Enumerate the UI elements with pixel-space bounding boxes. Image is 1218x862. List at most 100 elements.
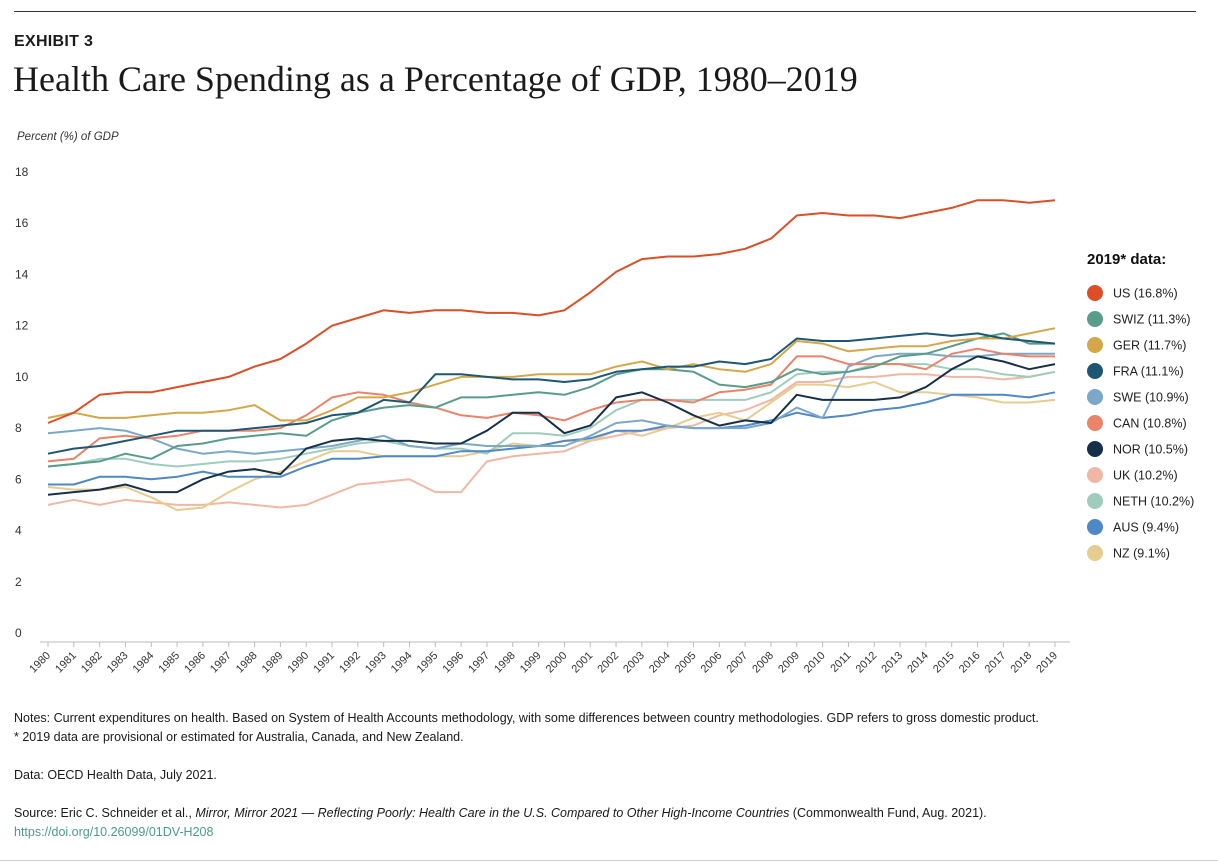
exhibit-label: EXHIBIT 3 — [14, 33, 94, 50]
x-tick-label: 1996 — [440, 650, 466, 676]
x-tick-label: 2009 — [776, 650, 802, 676]
x-tick-label: 1986 — [182, 650, 208, 676]
x-tick-label: 2018 — [1009, 650, 1035, 676]
series-lines — [47, 199, 1056, 512]
source-citation: Source: Eric C. Schneider et al., Mirror… — [14, 804, 1204, 823]
x-tick-label: 1998 — [492, 650, 518, 676]
series-line-uk — [47, 370, 1056, 509]
top-rule — [14, 11, 1196, 12]
legend-label-fra: FRA (11.1%) — [1113, 365, 1184, 379]
legend-swatch-us — [1087, 285, 1103, 301]
series-line-swiz — [47, 332, 1055, 468]
x-tick-label: 2011 — [828, 650, 853, 675]
y-tick-label: 2 — [15, 575, 22, 589]
x-tick-label: 2002 — [595, 650, 621, 676]
legend-swatch-nz — [1087, 545, 1103, 561]
bottom-rule — [0, 860, 1218, 861]
y-tick-label: 0 — [15, 626, 22, 640]
legend-label-swiz: SWIZ (11.3%) — [1113, 313, 1191, 327]
x-tick-label: 1991 — [311, 650, 337, 676]
x-tick-label: 2006 — [699, 650, 725, 676]
legend-swatch-swe — [1087, 389, 1103, 405]
y-tick-label: 4 — [15, 524, 22, 538]
legend-swatch-neth — [1087, 493, 1103, 509]
x-tick-label: 2007 — [724, 650, 750, 676]
x-tick-label: 1993 — [363, 650, 389, 676]
x-tick-label: 1987 — [208, 650, 234, 676]
x-tick-label: 2019 — [1034, 650, 1060, 676]
legend-swatch-fra — [1087, 363, 1103, 379]
x-tick-label: 1985 — [156, 650, 182, 676]
x-tick-label: 1995 — [415, 650, 441, 676]
legend-swatch-uk — [1087, 467, 1103, 483]
y-tick-label: 16 — [15, 216, 29, 230]
series-line-swe — [47, 352, 1055, 455]
x-tick-label: 1983 — [105, 650, 131, 676]
x-axis-ticks: 1980 1981 1982 1983 1984 1985 1986 1987 1988 1989… — [27, 642, 1060, 675]
legend-label-aus: AUS (9.4%) — [1113, 521, 1179, 535]
x-tick-label: 1997 — [466, 650, 492, 676]
data-source: Data: OECD Health Data, July 2021. — [14, 768, 217, 782]
y-tick-label: 10 — [15, 370, 29, 384]
source-suffix: (Commonwealth Fund, Aug. 2021). — [789, 806, 987, 820]
x-tick-label: 2015 — [931, 650, 957, 676]
x-tick-label: 1988 — [234, 650, 260, 676]
chart-title: Health Care Spending as a Percentage of … — [13, 59, 858, 99]
x-tick-label: 2016 — [957, 650, 983, 676]
x-tick-label: 2004 — [647, 650, 673, 676]
series-line-fra — [47, 332, 1056, 455]
legend-swatch-can — [1087, 415, 1103, 431]
series-line-ger — [47, 327, 1056, 422]
legend-swatch-swiz — [1087, 311, 1103, 327]
x-tick-label: 1994 — [389, 650, 415, 676]
series-line-nor — [47, 355, 1056, 496]
legend-title: 2019* data: — [1087, 251, 1166, 268]
y-axis-ticks: 0 2 4 6 8 10 12 14 16 18 — [15, 165, 29, 640]
legend-label-nor: NOR (10.5%) — [1113, 443, 1188, 457]
y-tick-label: 14 — [15, 267, 29, 281]
source-prefix: Source: Eric C. Schneider et al., — [14, 806, 196, 820]
legend-label-us: US (16.8%) — [1113, 287, 1178, 301]
legend-swatch-ger — [1087, 337, 1103, 353]
legend-label-uk: UK (10.2%) — [1113, 469, 1178, 483]
x-tick-label: 2001 — [570, 650, 596, 676]
x-tick-label: 1990 — [286, 650, 312, 676]
x-tick-label: 1999 — [518, 650, 544, 676]
x-tick-label: 2012 — [854, 650, 880, 676]
series-line-aus — [48, 391, 1056, 486]
x-tick-label: 2017 — [983, 650, 1009, 676]
series-line-us — [47, 199, 1056, 424]
x-tick-label: 1980 — [27, 650, 53, 676]
legend-label-swe: SWE (10.9%) — [1113, 391, 1189, 405]
legend-swatch-aus — [1087, 519, 1103, 535]
doi-link[interactable]: https://doi.org/10.26099/01DV-H208 — [14, 825, 214, 839]
y-tick-label: 6 — [15, 472, 22, 486]
x-tick-label: 2013 — [879, 650, 905, 676]
legend-label-ger: GER (11.7%) — [1113, 339, 1186, 353]
x-tick-label: 2010 — [802, 650, 828, 676]
x-tick-label: 2000 — [544, 650, 570, 676]
y-axis-label: Percent (%) of GDP — [17, 131, 119, 143]
legend-label-can: CAN (10.8%) — [1113, 417, 1187, 431]
y-tick-label: 12 — [15, 319, 29, 333]
x-tick-label: 1992 — [337, 650, 363, 676]
notes-line: Notes: Current expenditures on health. B… — [14, 711, 1039, 725]
legend-swatch-nor — [1087, 441, 1103, 457]
x-tick-label: 2003 — [621, 650, 647, 676]
legend: US (16.8%) SWIZ (11.3%) GER (11.7%) FRA (11… — [1087, 285, 1194, 561]
y-tick-label: 8 — [15, 421, 22, 435]
x-tick-label: 2008 — [750, 650, 776, 676]
x-tick-label: 1981 — [53, 650, 79, 676]
notes-block: Notes: Current expenditures on health. B… — [14, 709, 1204, 842]
series-line-neth — [47, 363, 1056, 468]
notes-footnote: * 2019 data are provisional or estimated… — [14, 730, 464, 744]
x-tick-label: 2005 — [673, 650, 699, 676]
source-title: Mirror, Mirror 2021 — Reflecting Poorly:… — [195, 806, 790, 820]
x-tick-label: 2014 — [905, 650, 931, 676]
x-tick-label: 1982 — [79, 650, 105, 676]
legend-label-neth: NETH (10.2%) — [1113, 495, 1194, 509]
y-tick-label: 18 — [15, 165, 29, 179]
x-tick-label: 1989 — [260, 650, 286, 676]
legend-label-nz: NZ (9.1%) — [1113, 547, 1170, 561]
